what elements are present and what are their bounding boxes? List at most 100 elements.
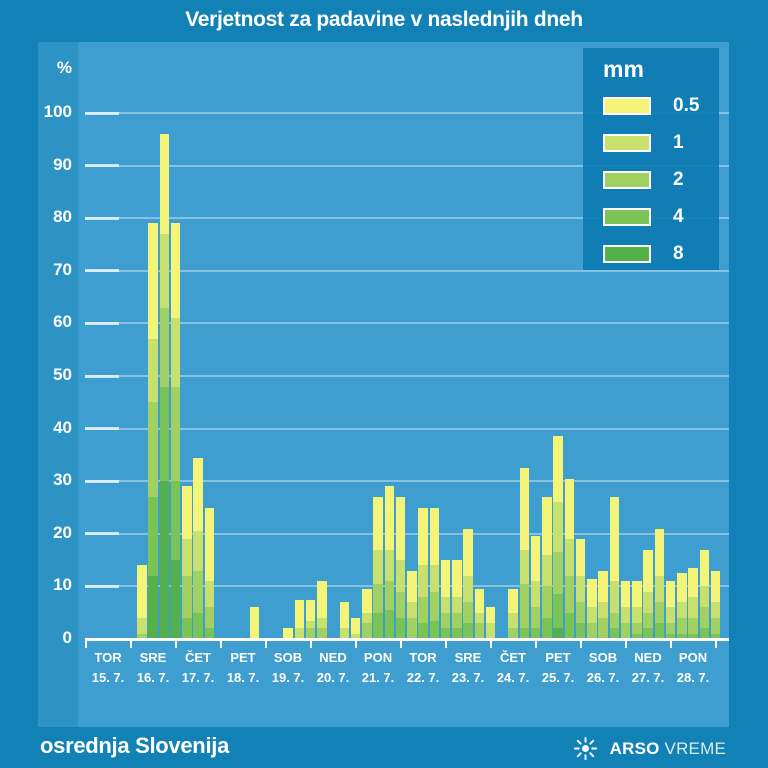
bar-segment-1mm (508, 612, 518, 639)
x-axis-tick (355, 640, 357, 648)
day-date-label: 24. 7. (496, 670, 530, 685)
bar-segment-4mm (418, 623, 428, 639)
bar-segment-2mm (654, 602, 664, 639)
bar-segment-0.5mm (609, 496, 619, 639)
x-axis-tick (220, 640, 222, 648)
bar-segment-2mm (665, 623, 676, 639)
chart-panel: % 100 90 80 70 60 50 40 30 20 10 0 TOR 15. 7. SRE 16. 7… (38, 42, 729, 727)
legend-row: 1 (583, 124, 719, 161)
legend-swatch-1mm (603, 133, 651, 152)
y-axis-tick-label-60: 60 (53, 312, 72, 332)
bar-segment-4mm (182, 617, 192, 639)
bar-segment-4mm (373, 612, 383, 639)
x-axis-tick (625, 640, 627, 648)
y-axis-tick-label-100: 100 (43, 102, 72, 121)
bar-segment-4mm (688, 633, 698, 639)
bar-segment-2mm (418, 596, 428, 639)
bar-segment-0.5mm (283, 628, 293, 639)
y-tick-80 (85, 216, 119, 220)
legend-row: 8 (583, 235, 719, 272)
bar-segment-1mm (137, 617, 147, 639)
day-name-label: SRE (454, 650, 482, 665)
bar-segment-2mm (204, 607, 214, 639)
x-axis-tick (580, 640, 582, 648)
bar-segment-1mm (620, 607, 631, 639)
y-tick-30 (85, 479, 119, 483)
bar-segment-0.5mm (137, 565, 147, 639)
bar-segment-4mm (665, 633, 676, 639)
legend-label-4mm: 4 (673, 205, 684, 227)
legend-rows: 0.5 1 2 4 8 (583, 87, 719, 272)
bar-segment-2mm (193, 570, 203, 639)
bar-segment-4mm (395, 617, 406, 639)
x-axis-tick (265, 640, 267, 648)
x-axis-tick (715, 640, 717, 648)
bar-segment-2mm (564, 575, 574, 639)
y-tick-100 (85, 111, 119, 115)
day-name-label: ČET (500, 650, 526, 665)
gridline-90 (85, 164, 729, 167)
day-date-label: 25. 7. (541, 670, 575, 685)
bar-segment-4mm (519, 628, 529, 639)
legend-row: 4 (583, 198, 719, 235)
bar-segment-0.5mm (305, 599, 316, 639)
day-name-label: PET (230, 650, 256, 665)
y-tick-60 (85, 321, 119, 325)
y-axis-tick-label-80: 80 (53, 207, 72, 227)
bar-segment-2mm (508, 628, 518, 639)
day-date-label: 17. 7. (181, 670, 215, 685)
gridline-60 (85, 322, 729, 325)
day-name-label: SRE (139, 650, 167, 665)
bar-segment-2mm (688, 617, 698, 639)
day-date-label: 23. 7. (451, 670, 485, 685)
gridline-20 (85, 532, 729, 535)
bar-segment-0.5mm (249, 607, 259, 639)
bar-segment-1mm (587, 607, 597, 639)
bar-segment-2mm (710, 617, 721, 639)
bar-segment-4mm (542, 617, 552, 639)
bar-segment-1mm (632, 607, 642, 639)
bar-segment-0.5mm (204, 507, 214, 639)
legend-swatch-0.5mm (603, 96, 651, 115)
day-name-label: TOR (409, 650, 437, 665)
x-axis-tick (400, 640, 402, 648)
chart-title: Verjetnost za padavine v naslednjih dneh (185, 8, 583, 31)
day-name-label: SOB (273, 650, 303, 665)
x-axis-tick (130, 640, 132, 648)
brand-arso-text: ARSO (609, 738, 660, 758)
day-date-label: 16. 7. (136, 670, 170, 685)
region-label: osrednja Slovenija (40, 733, 230, 758)
gridline-50 (85, 375, 729, 377)
bar-segment-2mm (598, 617, 608, 639)
legend-title: mm (603, 56, 644, 82)
bar-segment-1mm (350, 633, 361, 639)
y-tick-20 (85, 532, 119, 536)
bar-segment-4mm (632, 633, 642, 639)
bar-segment-8mm (148, 575, 158, 639)
bar-segment-1mm (294, 628, 304, 639)
bar-segment-4mm (530, 628, 541, 639)
day-name-label: NED (319, 650, 347, 665)
bar-segment-2mm (182, 575, 192, 639)
y-tick-10 (85, 584, 119, 588)
bar-segment-2mm (643, 612, 653, 639)
bar-segment-2mm (429, 591, 439, 639)
bar-segment-4mm (564, 612, 574, 639)
x-axis-tick (310, 640, 312, 648)
legend-row: 0.5 (583, 87, 719, 124)
gridline-100 (85, 112, 729, 114)
bar-segment-2mm (530, 607, 541, 639)
day-date-label: 20. 7. (316, 670, 350, 685)
bar-segment-8mm (553, 628, 563, 639)
y-axis-label-strip (38, 42, 78, 727)
x-axis-tick (535, 640, 537, 648)
legend-label-8mm: 8 (673, 242, 684, 264)
bar-segment-2mm (452, 612, 462, 639)
bar-segment-8mm (159, 481, 169, 639)
gridline-70 (85, 269, 729, 272)
legend-label-1mm: 1 (673, 131, 684, 153)
y-tick-50 (85, 374, 119, 378)
bar-segment-2mm (305, 628, 316, 639)
x-axis-tick (445, 640, 447, 648)
